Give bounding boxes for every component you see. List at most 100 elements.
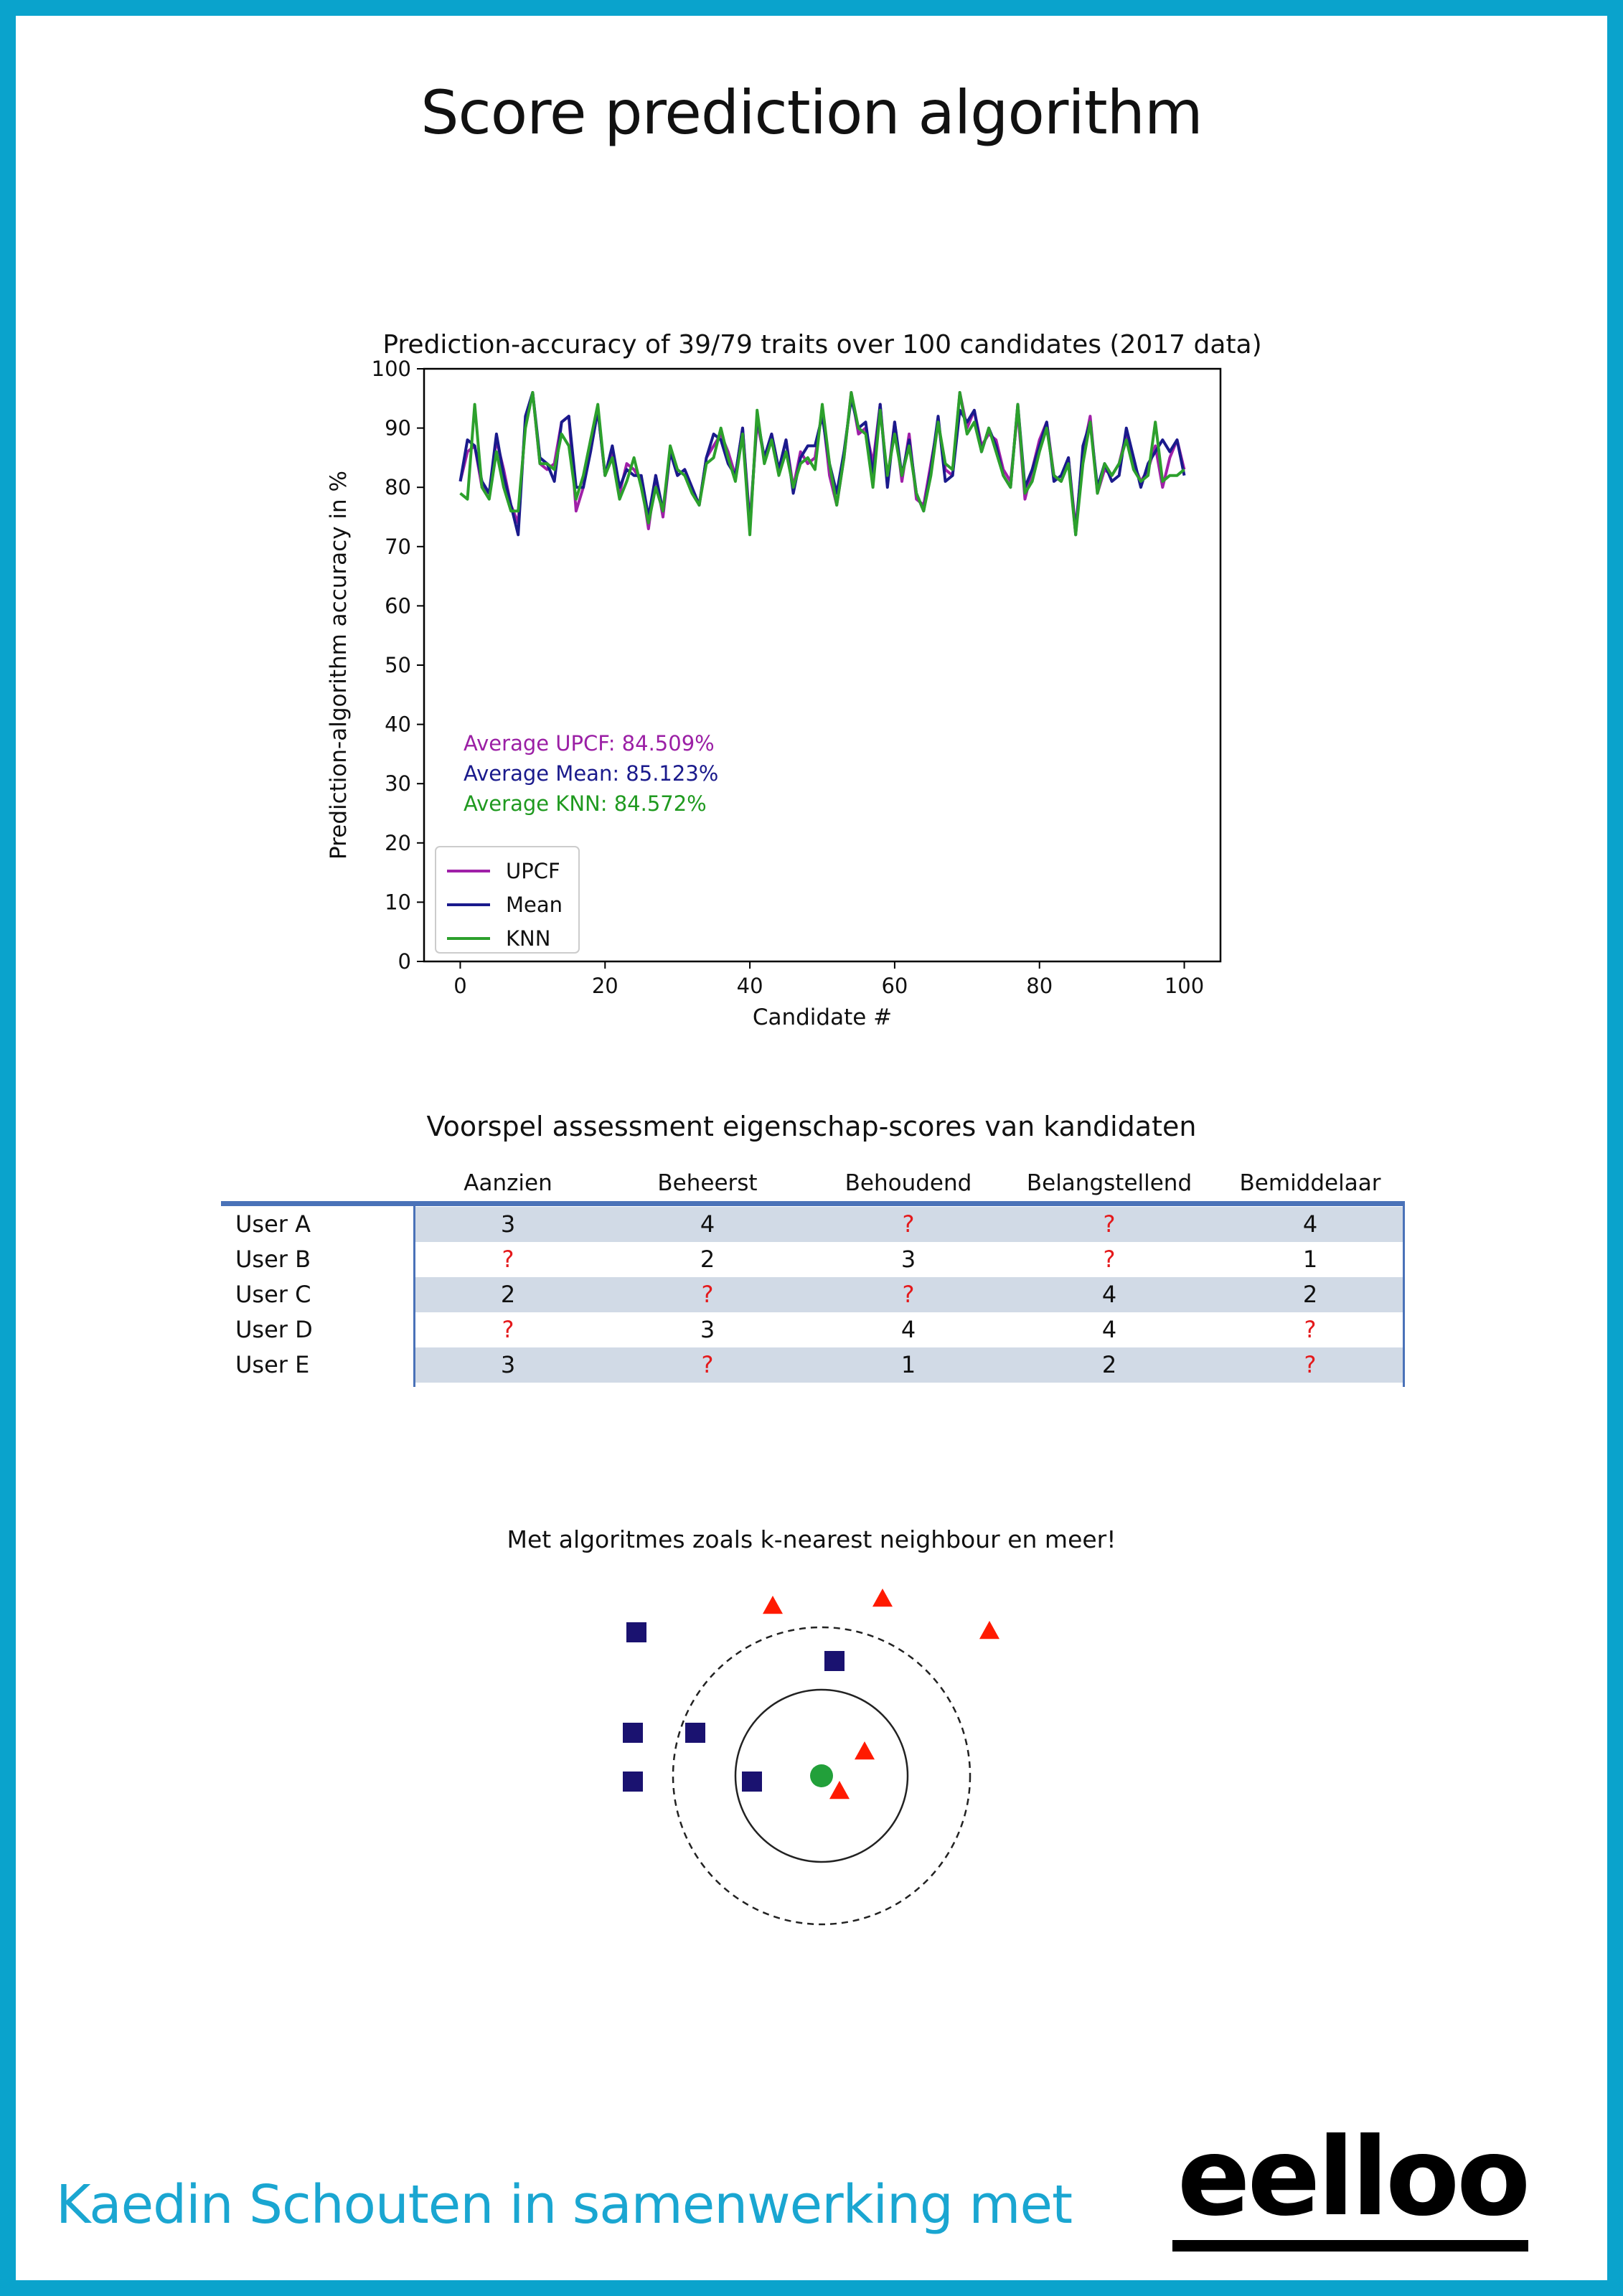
y-tick-label: 100 [372, 357, 411, 381]
score-cell: 2 [700, 1246, 715, 1273]
average-annotation: Average KNN: 84.572% [464, 791, 707, 816]
column-header: Behoudend [845, 1170, 972, 1196]
table-title: Voorspel assessment eigenschap-scores va… [426, 1111, 1197, 1142]
score-cell: 2 [1302, 1281, 1318, 1308]
row-background [415, 1347, 1403, 1383]
class-square-marker [623, 1723, 643, 1743]
legend-box [435, 846, 580, 954]
score-cell: 3 [700, 1316, 715, 1343]
unknown-score-cell: ? [1103, 1210, 1116, 1238]
accuracy-line-chart: Prediction-accuracy of 39/79 traits over… [326, 330, 1262, 1030]
header-rule [221, 1201, 1405, 1206]
score-cell: 3 [500, 1210, 516, 1238]
unknown-score-cell: ? [902, 1210, 915, 1238]
score-cell: 4 [1101, 1281, 1117, 1308]
column-header: Aanzien [464, 1170, 552, 1196]
logo-underline [1172, 2240, 1528, 2252]
unknown-score-cell: ? [701, 1281, 714, 1308]
score-cell: 1 [900, 1351, 916, 1378]
x-tick-label: 40 [737, 974, 763, 998]
unknown-score-cell: ? [1103, 1246, 1116, 1273]
series-line-knn [459, 391, 1185, 537]
score-cell: 4 [900, 1316, 916, 1343]
class-square-marker [824, 1651, 845, 1671]
row-user-label: User A [235, 1210, 311, 1238]
legend-label-mean: Mean [506, 893, 563, 917]
y-tick-label: 30 [385, 771, 411, 796]
page-title: Score prediction algorithm [420, 77, 1203, 148]
unknown-score-cell: ? [1304, 1316, 1317, 1343]
class-triangle-marker [872, 1589, 893, 1607]
knn-caption: Met algoritmes zoals k-nearest neighbour… [507, 1525, 1116, 1553]
y-tick-label: 90 [385, 416, 411, 441]
score-cell: 3 [500, 1351, 516, 1378]
x-tick-label: 80 [1026, 974, 1053, 998]
row-background [415, 1277, 1403, 1312]
score-cell: 4 [1101, 1316, 1117, 1343]
row-user-label: User C [235, 1281, 311, 1308]
class-triangle-marker [763, 1596, 783, 1614]
column-header: Beheerst [657, 1170, 758, 1196]
y-axis-label: Prediction-algorithm accuracy in % [326, 471, 352, 860]
class-square-marker [685, 1723, 705, 1743]
x-tick-label: 100 [1165, 974, 1204, 998]
table-right-border [1403, 1206, 1405, 1387]
score-cell: 3 [900, 1246, 916, 1273]
knn-diagram [623, 1589, 999, 1926]
footer-credit: Kaedin Schouten in samenwerking met [56, 2174, 1073, 2236]
column-header: Bemiddelaar [1239, 1170, 1381, 1196]
table-row: User D? 3 4 4? [221, 1312, 1405, 1347]
class-triangle-marker [829, 1781, 850, 1799]
unknown-score-cell: ? [701, 1351, 714, 1378]
logo-wordmark: eelloo [1177, 2115, 1530, 2240]
y-tick-label: 50 [385, 653, 411, 677]
chart-legend: UPCF Mean KNN [435, 846, 580, 954]
x-tick-label: 20 [592, 974, 618, 998]
score-table: Aanzien Beheerst Behoudend Belangstellend Be… [221, 1165, 1405, 1388]
table-row: User C 2?? 4 2 [221, 1277, 1405, 1312]
average-annotation: Average UPCF: 84.509% [464, 731, 715, 756]
chart-title: Prediction-accuracy of 39/79 traits over… [382, 330, 1261, 359]
y-tick-label: 40 [385, 712, 411, 737]
x-tick-label: 60 [881, 974, 908, 998]
unknown-score-cell: ? [502, 1316, 514, 1343]
x-tick-label: 0 [453, 974, 466, 998]
average-annotation: Average Mean: 85.123% [464, 761, 718, 786]
score-cell: 4 [700, 1210, 715, 1238]
eelloo-logo: eelloo [1170, 2117, 1535, 2260]
y-tick-label: 80 [385, 475, 411, 499]
class-square-marker [623, 1772, 643, 1792]
unknown-score-cell: ? [502, 1246, 514, 1273]
column-header: Belangstellend [1026, 1170, 1192, 1196]
class-square-marker [742, 1772, 762, 1792]
score-cell: 1 [1302, 1246, 1318, 1273]
class-triangle-marker [855, 1741, 875, 1760]
row-background [415, 1207, 1403, 1242]
table-left-border [413, 1206, 415, 1387]
query-point-marker [810, 1764, 833, 1787]
score-cell: 4 [1302, 1210, 1318, 1238]
x-axis-label: Candidate # [753, 1004, 892, 1030]
score-cell: 2 [1101, 1351, 1117, 1378]
y-tick-label: 70 [385, 535, 411, 559]
score-cell: 2 [500, 1281, 516, 1308]
table-row: User B? 2 3? 1 [221, 1242, 1405, 1277]
class-square-marker [626, 1622, 646, 1642]
y-tick-label: 60 [385, 593, 411, 618]
y-tick-label: 20 [385, 831, 411, 855]
row-user-label: User D [235, 1316, 313, 1343]
y-tick-label: 0 [398, 949, 411, 974]
y-tick-label: 10 [385, 890, 411, 914]
table-row: User A 3 4?? 4 [221, 1207, 1405, 1242]
outer-neighbourhood-circle [672, 1626, 972, 1926]
inner-neighbourhood-circle [734, 1688, 909, 1863]
unknown-score-cell: ? [1304, 1351, 1317, 1378]
row-user-label: User B [235, 1246, 311, 1273]
table-row: User E 3? 1 2? [221, 1347, 1405, 1383]
class-triangle-marker [979, 1621, 999, 1639]
unknown-score-cell: ? [902, 1281, 915, 1308]
row-user-label: User E [235, 1351, 310, 1378]
legend-label-upcf: UPCF [506, 859, 560, 883]
legend-label-knn: KNN [506, 926, 550, 951]
